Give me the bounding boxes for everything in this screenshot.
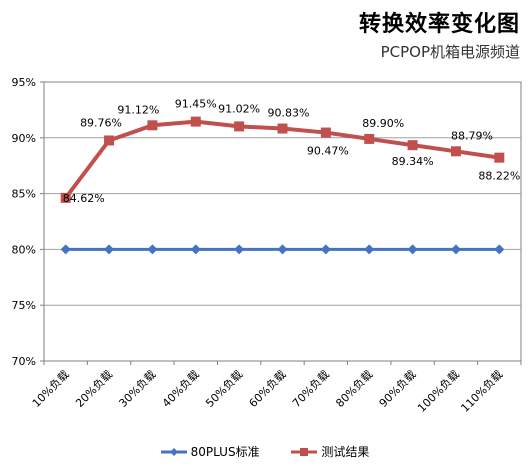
y-tick-label: 95% <box>12 76 36 89</box>
data-label: 89.34% <box>392 155 434 168</box>
data-label: 91.02% <box>218 102 260 115</box>
legend-item-80plus: 80PLUS标准 <box>160 443 260 460</box>
chart-title: 转换效率变化图 <box>358 12 520 37</box>
x-tick-label: 50%负载 <box>203 367 246 410</box>
x-tick-label: 10%负载 <box>29 367 72 410</box>
point-test <box>234 121 245 132</box>
data-label: 91.12% <box>117 103 159 116</box>
chart-subtitle: PCPOP机箱电源频道 <box>380 43 520 61</box>
point-80plus <box>60 244 71 255</box>
y-tick-label: 80% <box>12 243 36 256</box>
point-test <box>104 135 115 146</box>
point-80plus <box>364 244 375 255</box>
point-test <box>364 133 375 144</box>
point-80plus <box>190 244 201 255</box>
point-test <box>450 146 461 157</box>
point-test <box>190 116 201 127</box>
y-tick-label: 70% <box>12 355 36 368</box>
y-tick-label: 75% <box>12 299 36 312</box>
legend-label-80plus: 80PLUS标准 <box>190 445 260 459</box>
x-tick-label: 90%负载 <box>376 367 419 410</box>
point-80plus <box>147 244 158 255</box>
point-80plus <box>104 244 115 255</box>
point-80plus <box>450 244 461 255</box>
point-80plus <box>407 244 418 255</box>
y-tick-label: 85% <box>12 188 36 201</box>
legend-swatch-test <box>291 447 318 456</box>
data-label: 84.62% <box>63 192 105 205</box>
data-label: 88.79% <box>451 129 493 142</box>
point-test <box>494 152 505 163</box>
x-tick-label: 40%负载 <box>159 367 202 410</box>
data-label: 89.90% <box>362 117 404 130</box>
y-tick-label: 90% <box>12 132 36 145</box>
legend: 80PLUS标准 测试结果 <box>0 443 530 460</box>
point-test <box>277 123 288 134</box>
point-80plus <box>277 244 288 255</box>
data-label: 90.83% <box>268 107 310 120</box>
legend-item-test: 测试结果 <box>291 443 369 460</box>
x-tick-label: 70%负载 <box>289 367 332 410</box>
x-tick-label: 30%负载 <box>116 367 159 410</box>
legend-swatch-80plus <box>160 447 187 456</box>
data-label: 89.76% <box>80 116 122 129</box>
point-80plus <box>320 244 331 255</box>
x-tick-label: 110%负载 <box>458 367 506 415</box>
point-80plus <box>234 244 245 255</box>
data-label: 91.45% <box>175 98 217 111</box>
x-tick-label: 60%负载 <box>246 367 289 410</box>
point-test <box>407 140 418 151</box>
x-tick-label: 20%负载 <box>72 367 115 410</box>
point-80plus <box>494 244 505 255</box>
legend-label-test: 测试结果 <box>321 445 370 459</box>
data-label: 90.47% <box>307 145 349 158</box>
point-test <box>147 120 158 131</box>
point-test <box>320 127 331 138</box>
x-tick-label: 80%负载 <box>333 367 376 410</box>
point-test <box>60 192 71 203</box>
x-tick-label: 100%负载 <box>414 367 462 415</box>
data-label: 88.22% <box>478 170 520 183</box>
